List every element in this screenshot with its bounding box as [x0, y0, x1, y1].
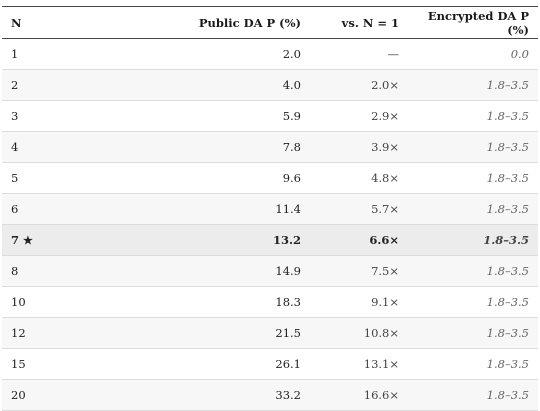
table-row: 5 9.6 4.8× 1.8–3.5	[2, 162, 538, 194]
cell-n: 10	[2, 286, 162, 318]
table-row: 12 21.5 10.8× 1.8–3.5	[2, 317, 538, 349]
cell-n: 6	[2, 193, 162, 225]
cell-encrypted-da-p: 1.8–3.5	[408, 100, 538, 132]
star-icon: ★	[23, 234, 33, 247]
cell-public-da-p: 18.3	[162, 286, 310, 318]
header-encrypted-da-p: Encrypted DA P (%)	[427, 8, 529, 37]
cell-n-value: 4	[11, 140, 19, 154]
cell-n-value: 2	[11, 78, 19, 92]
cell-encrypted-da-p: 1.8–3.5	[408, 379, 538, 411]
cell-n-value: 5	[11, 171, 19, 185]
table-header: N Public DA P (%) vs. N = 1 Encrypted DA…	[2, 6, 538, 39]
cell-public-da-p: 26.1	[162, 348, 310, 380]
cell-n: 2	[2, 69, 162, 101]
table-row: 7 ★ 13.2 6.6× 1.8–3.5	[2, 224, 538, 256]
cell-vs-n1: 5.7×	[310, 193, 408, 225]
cell-n: 15	[2, 348, 162, 380]
cell-public-da-p: 21.5	[162, 317, 310, 349]
cell-public-da-p: 33.2	[162, 379, 310, 411]
cell-n: 12	[2, 317, 162, 349]
cell-encrypted-da-p: 1.8–3.5	[408, 193, 538, 225]
cell-public-da-p: 14.9	[162, 255, 310, 287]
cell-vs-n1: 2.0×	[310, 69, 408, 101]
cell-n-value: 3	[11, 109, 19, 123]
table-row: 1 2.0—0.0	[2, 38, 538, 70]
cell-encrypted-da-p: 1.8–3.5	[408, 286, 538, 318]
cell-encrypted-da-p: 1.8–3.5	[408, 224, 538, 256]
cell-vs-n1: 6.6×	[310, 224, 408, 256]
table-body: 1 2.0—0.0 2 4.0 2.0× 1.8–3.5 3 5.9 2.9× 1.8–3.5 4 7…	[2, 38, 538, 411]
cell-vs-n1: 10.8×	[310, 317, 408, 349]
cell-public-da-p: 11.4	[162, 193, 310, 225]
cell-n-value: 20	[11, 388, 26, 402]
cell-encrypted-da-p: 1.8–3.5	[408, 162, 538, 194]
cell-vs-n1: 3.9×	[310, 131, 408, 163]
cell-n: 1	[2, 38, 162, 70]
table-row: 10 18.3 9.1× 1.8–3.5	[2, 286, 538, 318]
cell-public-da-p: 7.8	[162, 131, 310, 163]
cell-n-value: 6	[11, 202, 19, 216]
table-row: 8 14.9 7.5× 1.8–3.5	[2, 255, 538, 287]
cell-n-value: 7	[11, 233, 20, 247]
cell-n: 3	[2, 100, 162, 132]
cell-encrypted-da-p: 0.0	[408, 38, 538, 70]
data-table: N Public DA P (%) vs. N = 1 Encrypted DA…	[2, 6, 538, 411]
cell-n: 20	[2, 379, 162, 411]
cell-encrypted-da-p: 1.8–3.5	[408, 317, 538, 349]
table-row: 3 5.9 2.9× 1.8–3.5	[2, 100, 538, 132]
cell-n: 4	[2, 131, 162, 163]
header-public-da-p: Public DA P (%)	[198, 15, 301, 30]
cell-encrypted-da-p: 1.8–3.5	[408, 131, 538, 163]
cell-vs-n1: 4.8×	[310, 162, 408, 194]
table-row: 2 4.0 2.0× 1.8–3.5	[2, 69, 538, 101]
table-row: 6 11.4 5.7× 1.8–3.5	[2, 193, 538, 225]
cell-encrypted-da-p: 1.8–3.5	[408, 255, 538, 287]
header-row: N Public DA P (%) vs. N = 1 Encrypted DA…	[2, 6, 538, 39]
cell-n: 5	[2, 162, 162, 194]
cell-public-da-p: 4.0	[162, 69, 310, 101]
table-row: 15 26.1 13.1× 1.8–3.5	[2, 348, 538, 380]
cell-n-value: 8	[11, 264, 19, 278]
cell-public-da-p: 2.0	[162, 38, 310, 70]
cell-n: 8	[2, 255, 162, 287]
cell-vs-n1: 16.6×	[310, 379, 408, 411]
cell-n-value: 12	[11, 326, 26, 340]
cell-vs-n1: 7.5×	[310, 255, 408, 287]
cell-vs-n1: 13.1×	[310, 348, 408, 380]
cell-n-value: 10	[11, 295, 26, 309]
cell-n-value: 15	[11, 357, 26, 371]
cell-n: 7 ★	[2, 224, 162, 256]
cell-public-da-p: 9.6	[162, 162, 310, 194]
cell-vs-n1: 2.9×	[310, 100, 408, 132]
table-row: 20 33.2 16.6× 1.8–3.5	[2, 379, 538, 411]
cell-encrypted-da-p: 1.8–3.5	[408, 348, 538, 380]
header-n: N	[11, 15, 22, 30]
cell-public-da-p: 5.9	[162, 100, 310, 132]
data-table-container: N Public DA P (%) vs. N = 1 Encrypted DA…	[2, 6, 538, 411]
table-row: 4 7.8 3.9× 1.8–3.5	[2, 131, 538, 163]
cell-vs-n1: 9.1×	[310, 286, 408, 318]
header-vs-n1: vs. N = 1	[341, 15, 399, 30]
cell-n-value: 1	[11, 47, 19, 61]
cell-vs-n1: —	[310, 38, 408, 70]
cell-public-da-p: 13.2	[162, 224, 310, 256]
cell-encrypted-da-p: 1.8–3.5	[408, 69, 538, 101]
